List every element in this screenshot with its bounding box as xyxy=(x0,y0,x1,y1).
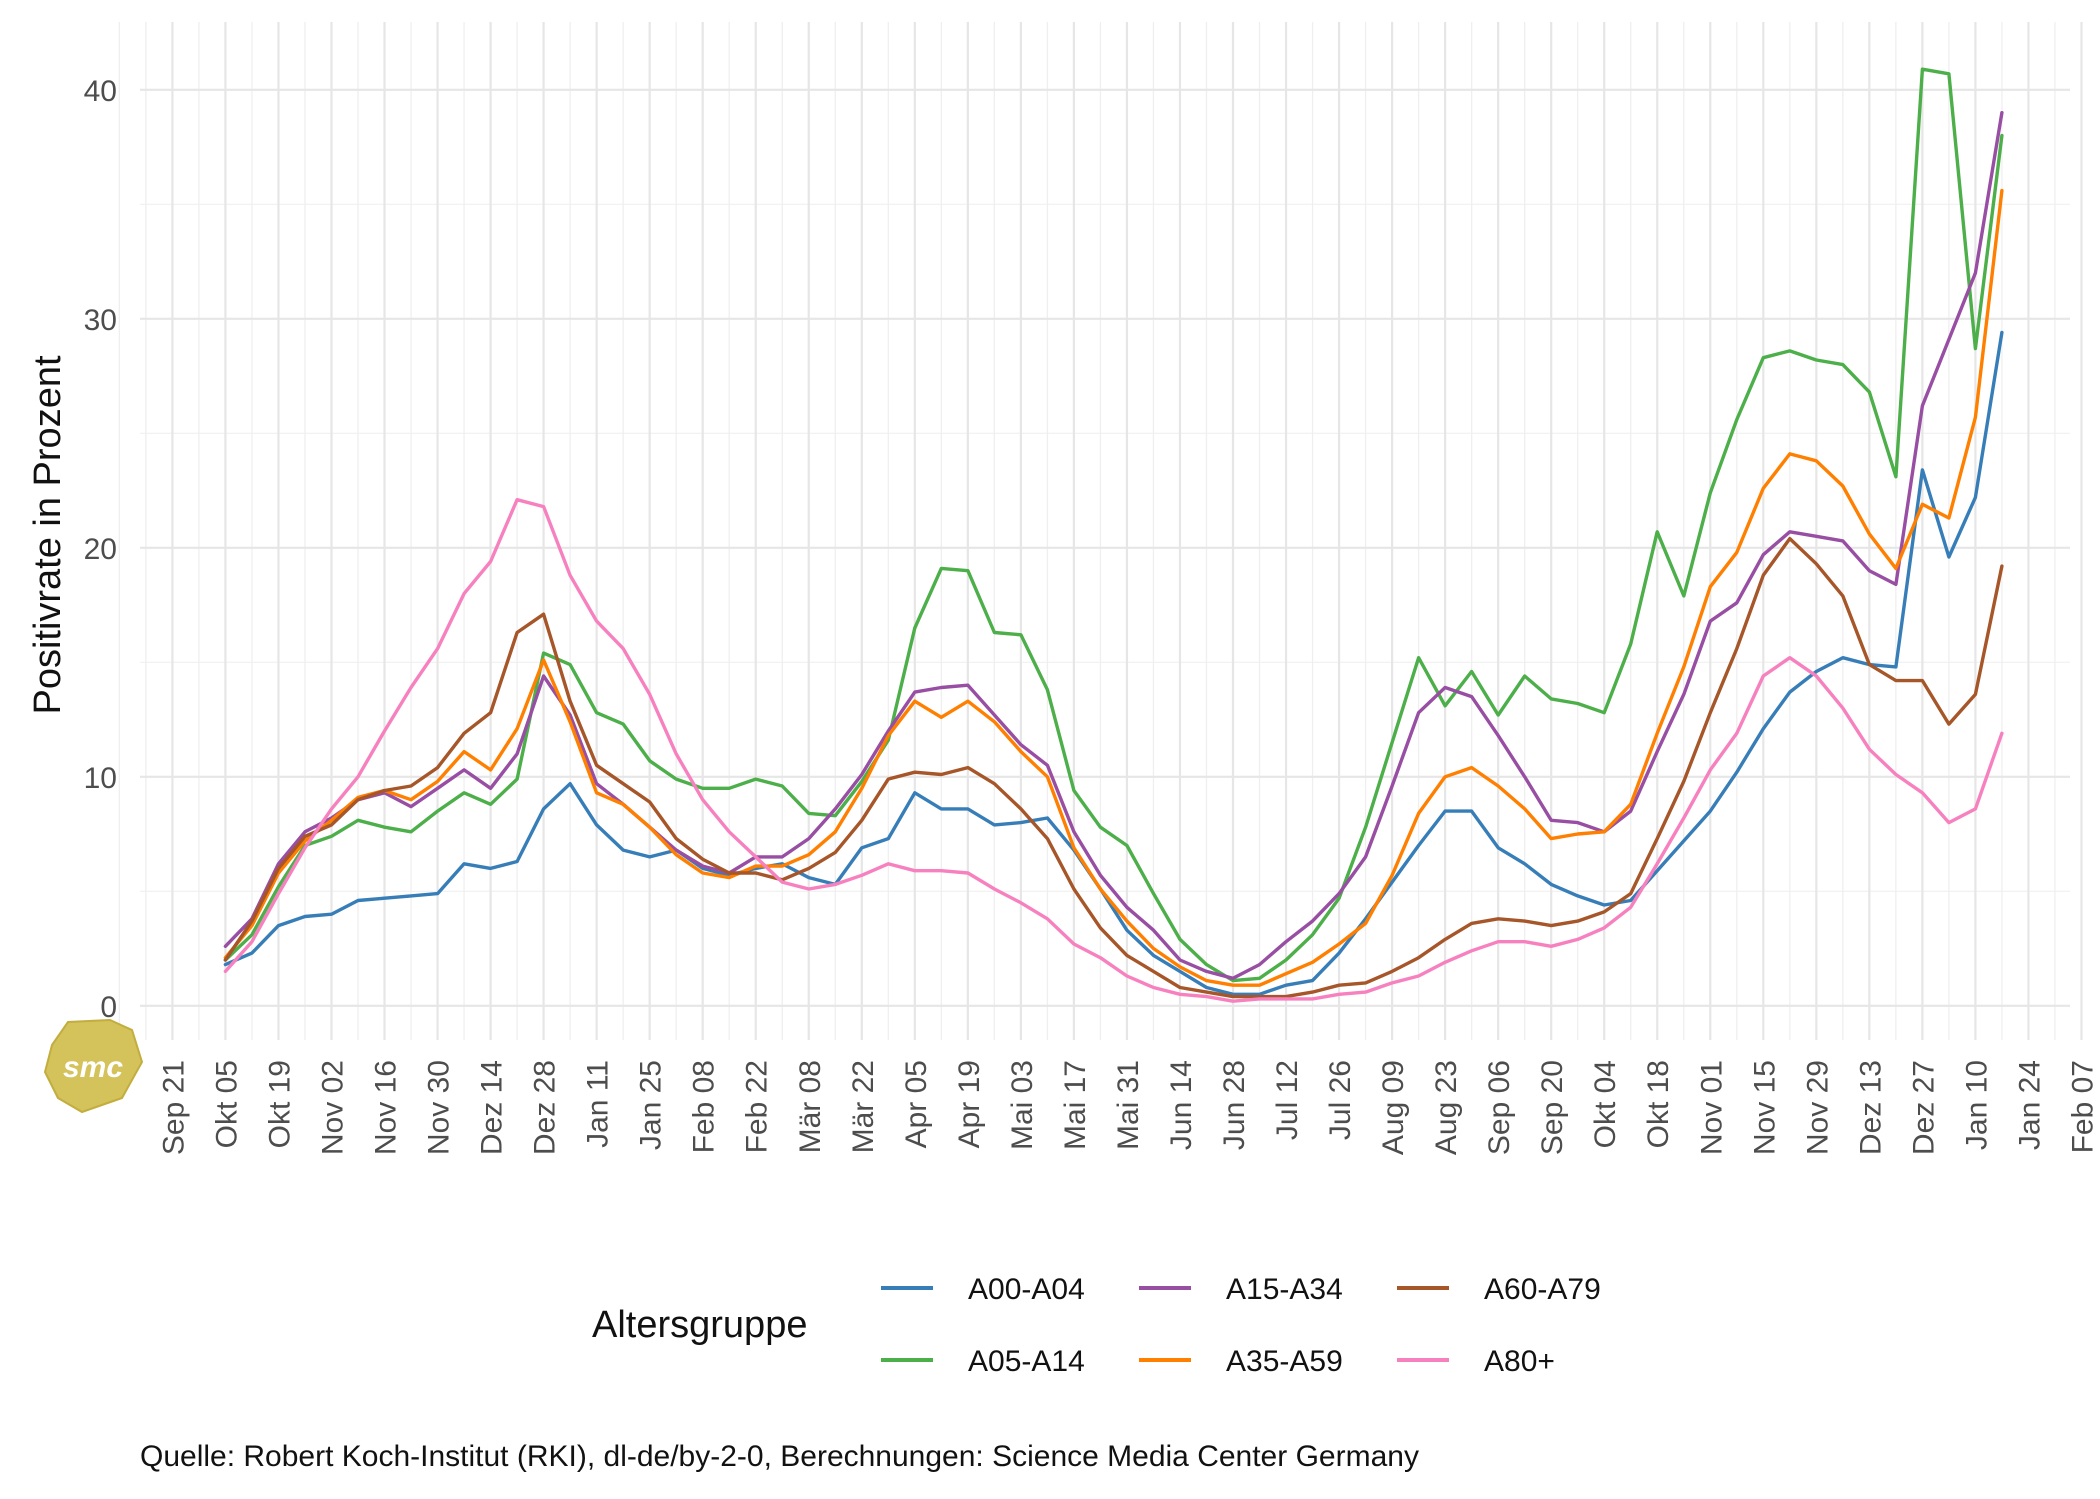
major-gridlines xyxy=(140,22,2083,1040)
x-tick-label: Dez 13 xyxy=(1854,1060,1887,1155)
y-tick-labels: 0 10 20 30 40 xyxy=(84,75,117,1024)
x-tick-label: Nov 29 xyxy=(1801,1060,1834,1155)
x-tick-label: Dez 14 xyxy=(476,1060,509,1155)
minor-gridlines xyxy=(118,22,2070,1040)
x-tick-label: Sep 21 xyxy=(157,1060,190,1155)
legend: Altersgruppe A00-A04 A05-A14 A15-A34 A35-A5… xyxy=(592,1273,1601,1378)
caption: Quelle: Robert Koch-Institut (RKI), dl-d… xyxy=(140,1440,1419,1473)
y-tick-label: 10 xyxy=(84,762,117,795)
legend-items: A00-A04 A05-A14 A15-A34 A35-A59 A60-A79 A80+ xyxy=(881,1273,1601,1378)
x-tick-label: Mär 22 xyxy=(847,1060,880,1153)
y-tick-label: 20 xyxy=(84,533,117,566)
series-line-A00-A04 xyxy=(223,330,2004,996)
x-tick-label: Nov 02 xyxy=(316,1060,349,1155)
x-tick-label: Apr 05 xyxy=(900,1060,933,1148)
x-tick-label: Feb 22 xyxy=(741,1060,774,1153)
x-tick-label: Jun 28 xyxy=(1218,1060,1251,1150)
series-line-A05-A14 xyxy=(223,67,2004,983)
x-tick-label: Feb 08 xyxy=(688,1060,721,1153)
x-tick-label: Apr 19 xyxy=(953,1060,986,1148)
legend-label-A80+: A80+ xyxy=(1484,1345,1555,1378)
series-layer xyxy=(223,67,2004,1003)
legend-label-A15-A34: A15-A34 xyxy=(1226,1273,1343,1306)
x-tick-label: Sep 20 xyxy=(1536,1060,1569,1155)
x-tick-label: Nov 16 xyxy=(370,1060,403,1155)
x-tick-label: Aug 23 xyxy=(1430,1060,1463,1155)
x-tick-label: Okt 05 xyxy=(210,1060,243,1148)
logo-text: smc xyxy=(63,1051,123,1084)
x-tick-label: Mär 08 xyxy=(794,1060,827,1153)
x-tick-labels: Sep 21 Okt 05 Okt 19 Nov 02 Nov 16 Nov 30 Dez … xyxy=(157,1060,2099,1155)
x-tick-label: Aug 09 xyxy=(1377,1060,1410,1155)
series-line-A35-A59 xyxy=(223,188,2004,987)
x-tick-label: Feb 07 xyxy=(2066,1060,2099,1153)
x-tick-label: Jun 14 xyxy=(1165,1060,1198,1150)
legend-label-A60-A79: A60-A79 xyxy=(1484,1273,1601,1306)
x-tick-label: Okt 19 xyxy=(263,1060,296,1148)
x-tick-label: Jul 12 xyxy=(1271,1060,1304,1140)
x-tick-label: Mai 17 xyxy=(1059,1060,1092,1150)
x-tick-label: Jan 25 xyxy=(635,1060,668,1150)
x-tick-label: Mai 31 xyxy=(1112,1060,1145,1150)
legend-label-A00-A04: A00-A04 xyxy=(968,1273,1085,1306)
series-line-A15-A34 xyxy=(223,110,2004,980)
x-tick-label: Jan 11 xyxy=(582,1060,615,1148)
smc-logo: smc xyxy=(43,1018,144,1114)
series-line-A80+ xyxy=(223,498,2004,1003)
y-axis-label: Positivrate in Prozent xyxy=(27,355,69,714)
x-tick-label: Jul 26 xyxy=(1324,1060,1357,1140)
y-tick-label: 30 xyxy=(84,304,117,337)
x-tick-label: Nov 15 xyxy=(1748,1060,1781,1155)
y-tick-label: 0 xyxy=(100,991,117,1024)
x-tick-label: Okt 04 xyxy=(1589,1060,1622,1148)
x-tick-label: Jan 24 xyxy=(2013,1060,2046,1150)
logo-badge-icon xyxy=(43,1018,144,1114)
x-tick-label: Jan 10 xyxy=(1960,1060,1993,1150)
x-tick-label: Sep 06 xyxy=(1483,1060,1516,1155)
y-tick-label: 40 xyxy=(84,75,117,108)
x-tick-label: Nov 01 xyxy=(1695,1060,1728,1155)
series-line-A60-A79 xyxy=(223,536,2004,999)
x-tick-label: Mai 03 xyxy=(1006,1060,1039,1150)
x-tick-label: Dez 27 xyxy=(1907,1060,1940,1155)
legend-label-A35-A59: A35-A59 xyxy=(1226,1345,1343,1378)
legend-label-A05-A14: A05-A14 xyxy=(968,1345,1085,1378)
x-tick-label: Dez 28 xyxy=(529,1060,562,1155)
x-tick-label: Nov 30 xyxy=(423,1060,456,1155)
legend-title: Altersgruppe xyxy=(592,1304,807,1346)
x-tick-label: Okt 18 xyxy=(1642,1060,1675,1148)
